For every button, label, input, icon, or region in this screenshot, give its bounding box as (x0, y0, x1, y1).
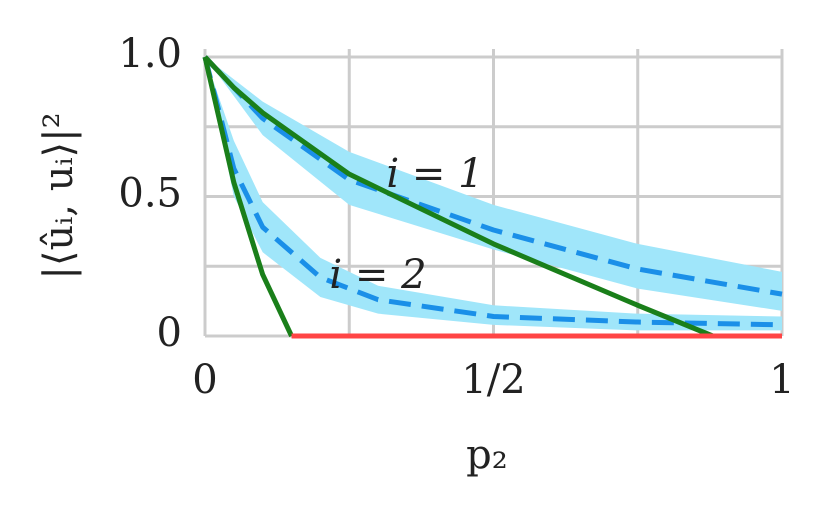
dashed-line (203, 55, 783, 297)
x-tick-label: 1/2 (461, 357, 525, 403)
line (203, 55, 714, 339)
x-axis-label: p₂ (466, 432, 508, 478)
annotation: i = 2 (329, 252, 426, 298)
confidence-band (205, 57, 782, 311)
x-tick-label: 0 (192, 357, 217, 403)
x-tick-label: 1 (769, 357, 794, 403)
y-tick-label: 1.0 (118, 31, 182, 77)
y-axis-label: |⟨ûᵢ, uᵢ⟩|² (36, 112, 82, 279)
annotation: i = 1 (386, 151, 483, 197)
y-tick-label: 0.5 (118, 171, 182, 217)
line (202, 56, 294, 338)
y-tick-label: 0 (157, 310, 182, 356)
